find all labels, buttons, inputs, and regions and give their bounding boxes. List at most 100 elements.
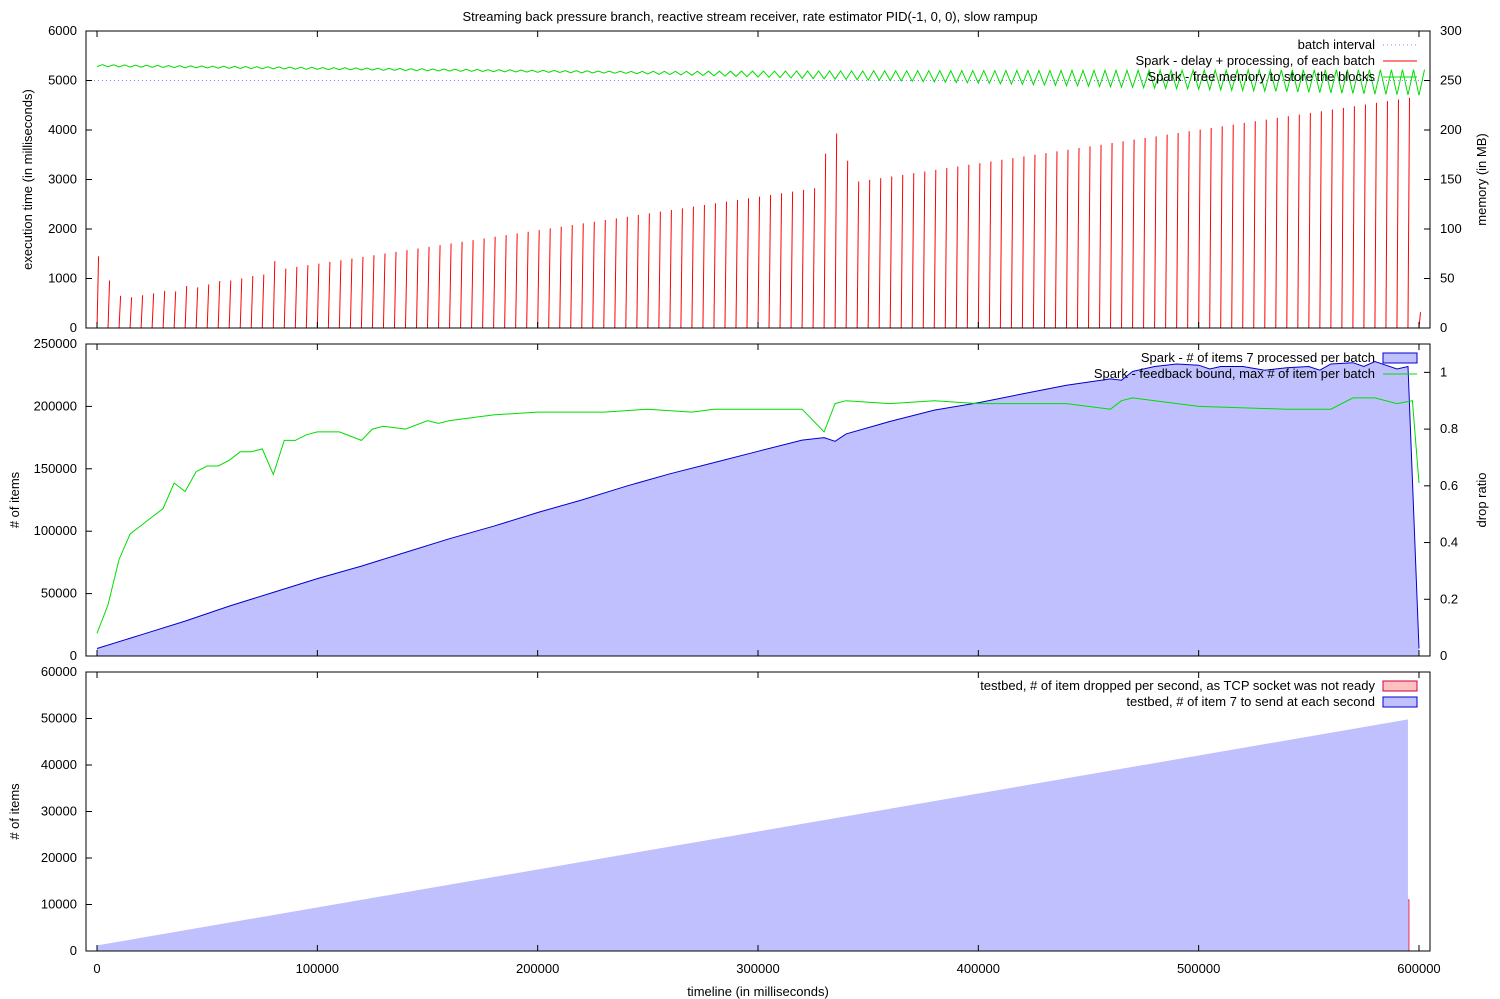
- delay-spike: [603, 220, 606, 328]
- x-tick-label: 0: [93, 961, 100, 976]
- delay-spike: [724, 201, 727, 328]
- y2-tick-label: 50: [1440, 271, 1454, 286]
- delay-spike: [415, 248, 419, 328]
- x-tick-label: 100000: [296, 961, 339, 976]
- y2-tick-label: 0.8: [1440, 421, 1458, 436]
- delay-spike: [801, 189, 805, 328]
- free-memory-line: [96, 64, 1425, 96]
- delay-spike: [151, 293, 155, 328]
- delay-spike: [283, 268, 287, 328]
- y-tick-label: 2000: [48, 221, 77, 236]
- delay-spike: [746, 198, 750, 328]
- legend: testbed, # of item dropped per second, a…: [980, 678, 1418, 709]
- legend-label: Spark - feedback bound, max # of item pe…: [1094, 366, 1375, 381]
- delay-spike: [482, 238, 485, 328]
- series-2: [96, 97, 1422, 328]
- delay-spike: [702, 204, 705, 328]
- delay-spike: [669, 209, 672, 328]
- delay-spike: [1330, 109, 1333, 328]
- y-tick-label: 60000: [41, 664, 77, 679]
- delay-spike: [735, 199, 739, 328]
- delay-spike: [1352, 106, 1355, 328]
- delay-spike: [338, 260, 342, 328]
- y-axis-label: # of items: [7, 783, 22, 840]
- delay-spike: [933, 169, 937, 328]
- delay-spike: [922, 171, 926, 328]
- delay-spike: [96, 256, 100, 328]
- y-tick-label: 50000: [41, 586, 77, 601]
- delay-spike: [911, 173, 915, 328]
- delay-spike: [1264, 119, 1267, 328]
- delay-spike: [1054, 151, 1058, 328]
- y-tick-label: 0: [70, 648, 77, 663]
- figure-title: Streaming back pressure branch, reactive…: [462, 9, 1037, 24]
- y2-tick-label: 150: [1440, 172, 1462, 187]
- delay-spike: [878, 178, 882, 328]
- delay-spike: [812, 188, 816, 328]
- delay-spike: [360, 256, 364, 328]
- delay-spike: [779, 193, 783, 328]
- delay-spike: [966, 164, 970, 328]
- delay-spike: [526, 231, 529, 328]
- delay-spike: [1341, 107, 1344, 328]
- delay-spike: [867, 179, 871, 328]
- delay-spike: [1407, 97, 1411, 328]
- delay-spike: [889, 176, 893, 328]
- delay-spike: [493, 236, 496, 328]
- x-tick-label: 300000: [736, 961, 779, 976]
- delay-spike: [184, 285, 188, 328]
- delay-spike: [1187, 131, 1190, 328]
- delay-spike: [140, 295, 144, 328]
- legend-label: Spark - delay + processing, of each batc…: [1135, 53, 1375, 68]
- y-tick-label: 10000: [41, 897, 77, 912]
- delay-spike: [570, 225, 573, 328]
- delay-spike: [834, 133, 838, 328]
- x-tick-label: 600000: [1397, 961, 1440, 976]
- delay-spike: [1231, 124, 1234, 328]
- items-processed-area: [97, 361, 1419, 656]
- legend: Spark - # of items 7 processed per batch…: [1094, 350, 1418, 381]
- y-tick-label: 6000: [48, 23, 77, 38]
- delay-spike: [614, 218, 617, 328]
- y-tick-label: 100000: [34, 523, 77, 538]
- y-tick-label: 250000: [34, 336, 77, 351]
- delay-spike: [537, 230, 540, 328]
- delay-spike: [790, 191, 794, 328]
- feedback-bound-line: [96, 397, 1420, 634]
- delay-spike: [713, 203, 716, 328]
- delay-spike: [592, 221, 595, 328]
- items-to-send-area: [97, 719, 1408, 951]
- y-tick-label: 4000: [48, 122, 77, 137]
- y-tick-label: 50000: [41, 711, 77, 726]
- series-2: [96, 397, 1420, 634]
- y-axis-label: # of items: [7, 471, 22, 528]
- delay-spike: [371, 255, 375, 328]
- delay-spike: [1110, 143, 1113, 328]
- delay-spike: [1132, 139, 1135, 328]
- y2-tick-label: 200: [1440, 122, 1462, 137]
- delay-spike: [768, 194, 772, 328]
- y-tick-label: 5000: [48, 73, 77, 88]
- legend-label: Spark - free memory to store the blocks: [1147, 69, 1375, 84]
- y2-tick-label: 0.4: [1440, 535, 1458, 550]
- delay-spike: [1374, 102, 1377, 328]
- delay-spike: [1198, 129, 1201, 328]
- legend-label: batch interval: [1298, 37, 1375, 52]
- delay-spike: [173, 291, 177, 328]
- delay-spike: [1220, 126, 1223, 328]
- y2-tick-label: 0.2: [1440, 591, 1458, 606]
- delay-spike: [1253, 121, 1256, 328]
- legend-label: testbed, # of item 7 to send at each sec…: [1126, 694, 1375, 709]
- delay-spike: [1154, 136, 1157, 328]
- series-1: [96, 360, 1420, 656]
- series-3: [96, 64, 1425, 96]
- delay-spike: [1010, 158, 1014, 328]
- legend-label: Spark - # of items 7 processed per batch: [1141, 350, 1375, 365]
- delay-spike: [438, 245, 441, 328]
- delay-spike: [757, 196, 761, 328]
- delay-spike: [647, 213, 650, 328]
- delay-spike: [1209, 127, 1212, 328]
- y-tick-label: 0: [70, 943, 77, 958]
